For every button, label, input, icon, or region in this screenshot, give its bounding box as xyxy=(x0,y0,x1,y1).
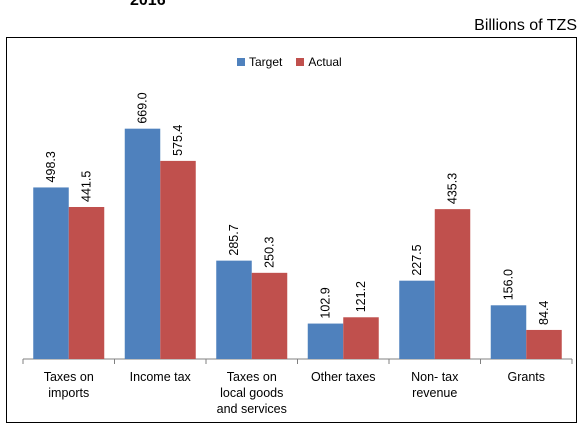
bar-target-2 xyxy=(216,260,252,359)
legend-label-target: Target xyxy=(249,55,283,69)
data-label-actual-0: 441.5 xyxy=(80,171,94,202)
bar-target-3 xyxy=(307,323,344,359)
data-label-target-0: 498.3 xyxy=(44,151,58,182)
chart-title-fragment: 2016 xyxy=(130,0,166,9)
bar-actual-3 xyxy=(343,317,379,359)
unit-label: Billions of TZS xyxy=(474,17,577,34)
bar-actual-2 xyxy=(251,272,288,359)
legend-swatch-target xyxy=(237,58,245,66)
bar-target-5 xyxy=(490,305,527,359)
bar-actual-1 xyxy=(160,160,196,359)
bar-target-0 xyxy=(33,187,69,359)
legend-label-actual: Actual xyxy=(308,55,342,69)
category-label-1: Income tax xyxy=(130,370,192,384)
legend-item-actual: Actual xyxy=(296,55,342,69)
data-label-actual-2: 250.3 xyxy=(263,236,277,267)
legend-swatch-actual xyxy=(296,58,305,66)
bar-target-1 xyxy=(124,128,161,359)
bar-actual-0 xyxy=(68,206,105,359)
category-label-0: Taxes on xyxy=(44,370,94,384)
data-label-actual-5: 84.4 xyxy=(537,301,551,325)
category-label-2: Taxes on xyxy=(227,370,277,384)
bar-target-4 xyxy=(399,280,435,359)
data-label-actual-3: 121.2 xyxy=(354,281,368,312)
data-label-target-1: 669.0 xyxy=(136,92,150,123)
data-label-target-3: 102.9 xyxy=(319,287,333,318)
data-label-target-4: 227.5 xyxy=(410,244,424,275)
category-label-3: Other taxes xyxy=(311,370,376,384)
data-label-actual-1: 575.4 xyxy=(171,125,185,156)
data-label-actual-4: 435.3 xyxy=(446,173,460,204)
category-label-4: Non- tax xyxy=(411,370,459,384)
category-label-2: local goods xyxy=(220,386,283,400)
category-label-4: revenue xyxy=(412,386,457,400)
category-label-2: and services xyxy=(217,402,287,416)
bar-actual-4 xyxy=(434,209,471,359)
data-label-target-5: 156.0 xyxy=(502,269,516,300)
category-label-5: Grants xyxy=(507,370,545,384)
chart-frame xyxy=(6,37,577,423)
legend-item-target: Target xyxy=(237,55,282,69)
legend: Target Actual xyxy=(237,55,342,69)
data-label-target-2: 285.7 xyxy=(227,224,241,255)
category-label-0: imports xyxy=(48,386,89,400)
bar-actual-5 xyxy=(526,329,562,359)
